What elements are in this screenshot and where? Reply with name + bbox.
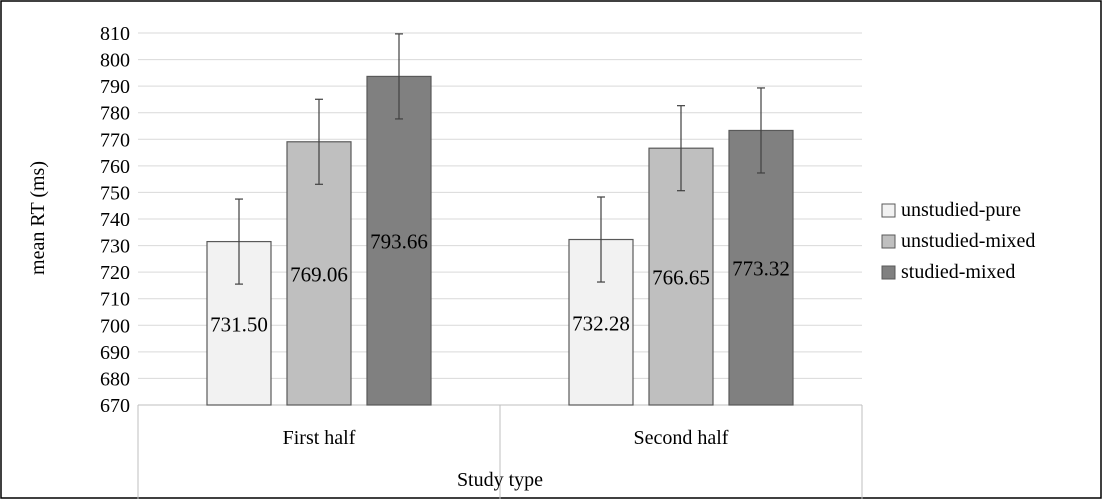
bar — [366, 75, 432, 406]
y-tick-label: 680 — [100, 368, 130, 390]
data-label: 773.32 — [732, 257, 790, 281]
legend-label: studied-mixed — [901, 261, 1015, 283]
y-tick-label: 710 — [100, 289, 130, 311]
legend-swatch — [881, 265, 896, 280]
bar — [286, 141, 352, 406]
data-labels: 731.50 732.28 769.06 766.65 793.66 773.32 — [210, 230, 790, 337]
data-label: 793.66 — [370, 230, 428, 254]
data-label: 766.65 — [652, 266, 710, 290]
y-tick-label: 700 — [100, 315, 130, 337]
y-tick-label: 730 — [100, 236, 130, 258]
legend: unstudied-pure unstudied-mixed studied-mix… — [881, 199, 1035, 283]
y-tick-label: 720 — [100, 262, 130, 284]
y-tick-label: 740 — [100, 209, 130, 231]
y-tick-label: 780 — [100, 103, 130, 125]
data-label: 731.50 — [210, 312, 268, 336]
data-label: 769.06 — [290, 262, 348, 286]
y-tick-label: 810 — [100, 23, 130, 45]
x-tick-label: Second half — [634, 427, 729, 449]
legend-label: unstudied-mixed — [901, 230, 1035, 252]
x-tick-label: First half — [283, 427, 356, 449]
bar — [728, 129, 794, 406]
y-tick-label: 800 — [100, 50, 130, 72]
axes: 670 680 690 700 710 720 730 740 750 760 770 780 790 8… — [100, 23, 863, 499]
x-axis-title: Study type — [457, 469, 543, 491]
legend-label: unstudied-pure — [901, 199, 1021, 221]
error-bars — [235, 33, 765, 285]
y-tick-label: 690 — [100, 342, 130, 364]
y-tick-label: 750 — [100, 182, 130, 204]
y-axis-title: mean RT (ms) — [27, 161, 49, 275]
legend-swatch — [881, 203, 896, 218]
y-tick-label: 670 — [100, 395, 130, 417]
data-label: 732.28 — [572, 311, 630, 335]
y-tick-label: 770 — [100, 129, 130, 151]
legend-swatch — [881, 234, 896, 249]
y-tick-label: 760 — [100, 156, 130, 178]
y-tick-label: 790 — [100, 76, 130, 98]
